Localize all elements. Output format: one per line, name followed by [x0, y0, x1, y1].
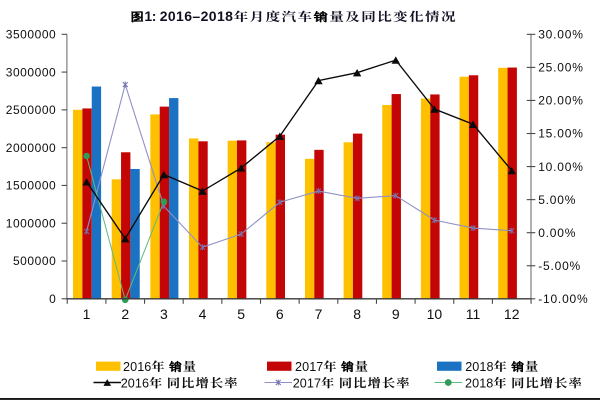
svg-text:3: 3: [160, 306, 168, 322]
svg-text:15.00%: 15.00%: [538, 127, 584, 141]
svg-text:8: 8: [353, 306, 361, 322]
svg-text:12: 12: [504, 306, 520, 322]
svg-text:10.00%: 10.00%: [538, 160, 584, 174]
svg-text:30.00%: 30.00%: [538, 28, 584, 42]
svg-text:7: 7: [315, 306, 323, 322]
svg-text:1000000: 1000000: [6, 216, 57, 230]
svg-text:2: 2: [121, 306, 129, 322]
svg-text:2016: 2016: [123, 360, 151, 374]
svg-text:3000000: 3000000: [6, 65, 57, 79]
svg-text:2016: 2016: [121, 376, 149, 390]
svg-text:2018: 2018: [465, 376, 493, 390]
svg-text:5.00%: 5.00%: [538, 193, 576, 207]
svg-text:25.00%: 25.00%: [538, 61, 584, 75]
svg-text:11: 11: [466, 306, 481, 322]
svg-text:1: 1: [144, 8, 152, 24]
svg-text:10: 10: [427, 306, 443, 322]
svg-text:2016–2018: 2016–2018: [160, 8, 234, 24]
svg-text:9: 9: [392, 306, 400, 322]
svg-text:500000: 500000: [13, 254, 56, 268]
svg-text:2017: 2017: [293, 376, 321, 390]
svg-text:0.00%: 0.00%: [538, 226, 576, 240]
svg-text:0: 0: [49, 292, 56, 306]
svg-text:1500000: 1500000: [6, 179, 57, 193]
svg-text:20.00%: 20.00%: [538, 94, 584, 108]
svg-text::: :: [152, 8, 157, 24]
svg-text:5: 5: [237, 306, 245, 322]
svg-text:-10.00%: -10.00%: [538, 292, 588, 306]
svg-text:4: 4: [199, 306, 207, 322]
svg-text:-5.00%: -5.00%: [538, 259, 581, 273]
svg-text:2500000: 2500000: [6, 103, 57, 117]
svg-text:1: 1: [83, 306, 91, 322]
svg-text:2017: 2017: [295, 360, 323, 374]
svg-text:2000000: 2000000: [6, 141, 57, 155]
svg-text:2018: 2018: [465, 360, 493, 374]
svg-text:3500000: 3500000: [6, 28, 57, 42]
svg-text:6: 6: [276, 306, 284, 322]
